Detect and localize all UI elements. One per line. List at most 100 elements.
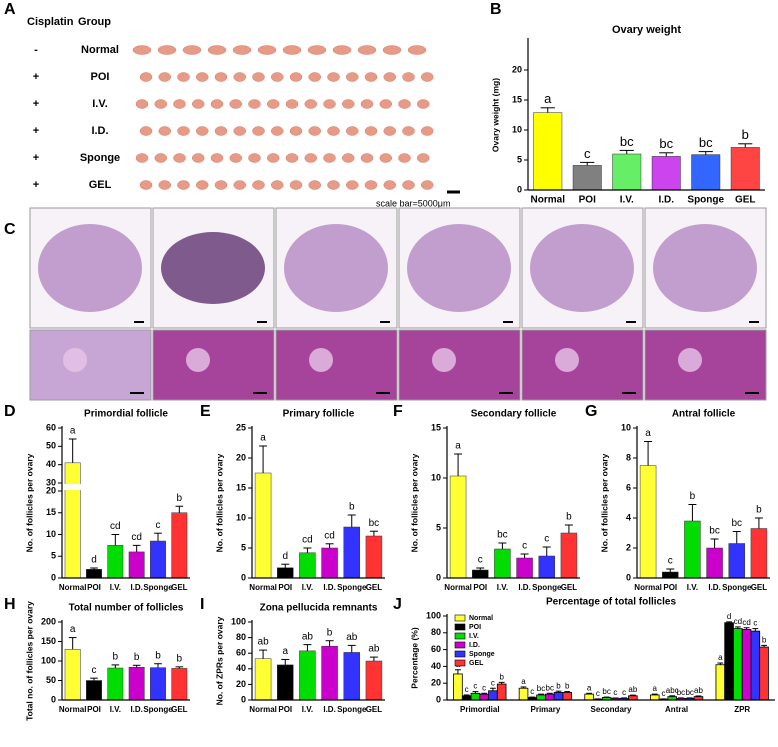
ovary-photo: [182, 45, 202, 55]
y-tick-label: 40: [236, 663, 246, 673]
ovary-photo: [346, 180, 359, 190]
panel-label: J: [393, 596, 402, 613]
significance-letter: cd: [734, 617, 742, 626]
ovary-photo: [407, 45, 427, 55]
y-tick-label: 8: [626, 452, 631, 462]
significance-letter: b: [556, 681, 561, 690]
significance-letter: b: [762, 636, 767, 645]
legend-swatch: [454, 650, 466, 658]
x-tick-label: Normal: [531, 195, 566, 206]
bar: [470, 692, 481, 701]
x-tick-label: I.D.: [323, 705, 335, 714]
significance-letter: a: [587, 683, 592, 692]
significance-letter: c: [92, 665, 97, 676]
legend-swatch: [454, 632, 466, 640]
significance-letter: ab: [346, 632, 358, 643]
bar: [343, 652, 360, 701]
y-tick-label: 50: [46, 441, 56, 451]
ovary-photo: [402, 126, 415, 136]
x-tick-label: Sponge: [532, 583, 562, 592]
panel-label: G: [585, 403, 597, 420]
ovary-photo: [357, 45, 377, 55]
y-tick-label: 15: [46, 507, 56, 517]
ovary-photo: [210, 99, 224, 109]
bar: [321, 547, 338, 579]
bar: [553, 692, 564, 701]
significance-letter: d: [727, 612, 731, 621]
significance-letter: c: [753, 619, 757, 628]
histology-image: [521, 329, 644, 401]
significance-letter: ab: [628, 685, 637, 694]
y-tick-label: 6: [626, 482, 631, 492]
ovary-photo: [271, 126, 284, 136]
significance-letter: c: [478, 555, 483, 566]
ovary-photo: [308, 126, 321, 136]
bar: [86, 680, 102, 701]
significance-letter: ab: [368, 644, 380, 655]
ovary-photo: [289, 126, 303, 136]
ovary-photo: [383, 180, 396, 190]
bar: [321, 645, 338, 701]
ovary-photo: [289, 180, 303, 190]
y-tick-label: 40: [46, 459, 56, 469]
chart-title: Zona pellucida remnants: [260, 603, 378, 614]
ovary-photo: [158, 72, 171, 82]
legend-label: GEL: [469, 660, 484, 667]
bar: [706, 547, 723, 579]
ovary-photo: [421, 72, 434, 82]
significance-letter: bc: [685, 688, 693, 697]
y-tick-label: 10: [431, 472, 441, 482]
bar: [584, 693, 594, 701]
y-tick-label: 0: [51, 572, 56, 582]
x-tick-label: I.D.: [658, 195, 674, 206]
chart-title: Percentage of total follicles: [546, 597, 676, 608]
bar: [545, 693, 555, 701]
ovary-photo: [342, 99, 355, 109]
panel-label: D: [4, 403, 16, 420]
ovary-photo: [233, 72, 246, 82]
ovary-photo: [421, 126, 434, 136]
y-tick-label: 80: [236, 632, 246, 642]
ovary-photo: [214, 126, 228, 136]
bar: [472, 569, 489, 579]
ovary-photo: [383, 72, 396, 82]
y-tick-label: 20: [431, 678, 441, 688]
ovary-photo: [308, 72, 321, 82]
ovary-photo: [192, 153, 205, 163]
y-tick-label: 100: [426, 610, 441, 620]
y-tick-label: 2: [626, 542, 631, 552]
significance-letter: bc: [620, 134, 634, 149]
tissue-section: [284, 224, 388, 312]
x-tick-label: I.D.: [130, 705, 142, 714]
bar: [715, 664, 726, 701]
bar: [496, 683, 507, 701]
y-tick-label: 20: [236, 679, 246, 689]
significance-letter: b: [349, 502, 355, 513]
histology-image: [152, 329, 275, 401]
ovary-photo: [158, 180, 171, 190]
ovary-photo: [421, 180, 434, 190]
x-tick-label: GEL: [735, 195, 756, 206]
significance-letter: b: [565, 682, 570, 691]
bar: [64, 462, 81, 579]
bar: [518, 687, 529, 701]
significance-letter: cd: [324, 530, 335, 541]
ovary-photo: [382, 45, 402, 55]
x-tick-label: Normal: [249, 583, 277, 592]
ovary-photo: [214, 180, 228, 190]
y-tick-label: 20: [236, 452, 246, 462]
follicle: [186, 348, 210, 372]
ovary-photo: [285, 99, 299, 109]
significance-letter: c: [465, 685, 469, 694]
cisplatin-sign: -: [34, 44, 38, 56]
bar: [171, 512, 188, 579]
significance-letter: bc: [731, 518, 742, 529]
y-tick-label: 0: [436, 572, 441, 582]
y-tick-label: 5: [51, 551, 56, 561]
group-name: I.V.: [92, 98, 108, 110]
ovary-photo: [267, 153, 280, 163]
y-tick-label: 0: [517, 184, 522, 194]
y-tick-label: 50: [46, 675, 56, 685]
bar: [741, 629, 752, 701]
